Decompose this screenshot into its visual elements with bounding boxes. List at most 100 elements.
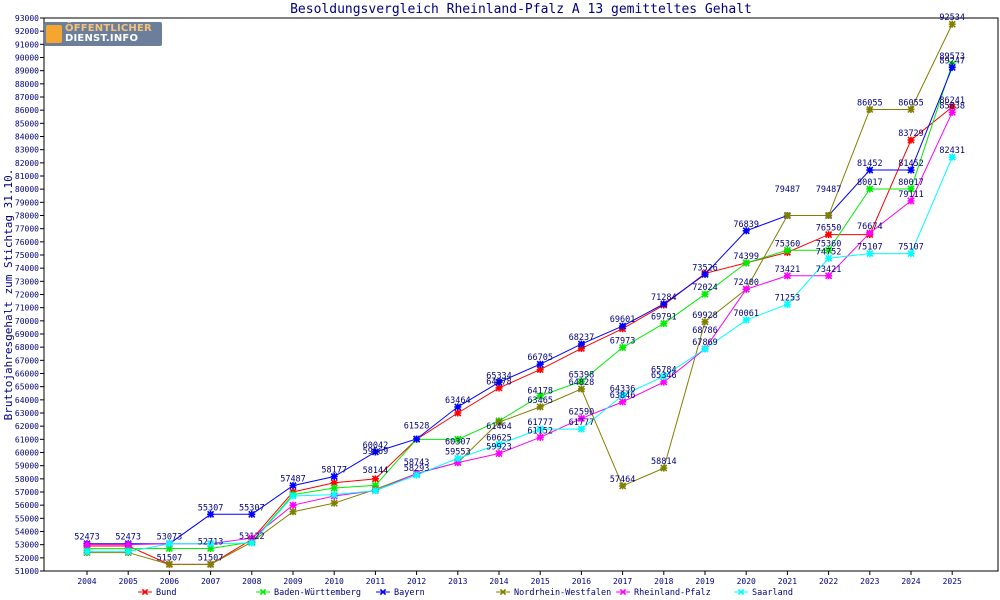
data-point-2	[701, 290, 709, 298]
data-label: 80017	[857, 178, 883, 188]
data-point-1	[907, 136, 915, 144]
x-tick-label: 2016	[572, 577, 591, 586]
data-label: 58814	[651, 457, 677, 467]
data-point-1	[495, 384, 503, 392]
data-point-5	[536, 433, 544, 441]
site-logo: ÖFFENTLICHER DIENST.INFO	[44, 22, 162, 46]
data-label: 64336	[610, 384, 636, 394]
data-point-5	[619, 398, 627, 406]
data-point-6	[701, 345, 709, 353]
y-tick-label: 54000	[15, 528, 39, 537]
data-point-2	[330, 484, 338, 492]
data-point-6	[124, 548, 132, 556]
data-label: 67869	[692, 338, 718, 348]
y-tick-label: 65000	[15, 383, 39, 392]
x-tick-label: 2009	[283, 577, 302, 586]
data-point-3	[577, 340, 585, 348]
legend-marker-icon	[619, 588, 627, 596]
data-point-3	[948, 63, 956, 71]
data-label: 61777	[569, 418, 595, 428]
y-tick-label: 56000	[15, 501, 39, 510]
data-point-5	[660, 378, 668, 386]
series-line-5	[87, 112, 953, 546]
data-point-6	[948, 153, 956, 161]
data-point-5	[742, 285, 750, 293]
legend-entry: Saarland	[752, 588, 793, 598]
data-label: 69601	[610, 315, 636, 325]
data-point-2	[660, 320, 668, 328]
data-label: 65346	[651, 371, 677, 381]
x-tick-label: 2012	[407, 577, 426, 586]
data-point-3	[907, 166, 915, 174]
data-point-2	[866, 185, 874, 193]
data-label: 81452	[857, 159, 883, 169]
data-label: 55307	[198, 503, 224, 513]
y-axis-label: Bruttojahresgehalt zum Stichtag 31.10.	[2, 169, 15, 421]
x-tick-label: 2004	[77, 577, 96, 586]
legend-entry: Bund	[156, 588, 176, 598]
x-tick-label: 2014	[489, 577, 508, 586]
logo-text-line2: DIENST.INFO	[65, 33, 139, 44]
data-point-4	[948, 20, 956, 28]
data-point-6	[577, 425, 585, 433]
data-label: 70061	[733, 309, 759, 319]
data-label: 59553	[445, 447, 471, 457]
data-point-1	[948, 103, 956, 111]
y-tick-label: 81000	[15, 172, 39, 181]
data-point-3	[866, 166, 874, 174]
series-line-3	[87, 67, 953, 545]
data-label: 81452	[898, 159, 924, 169]
data-label: 75107	[898, 243, 924, 253]
x-tick-label: 2020	[737, 577, 756, 586]
data-label: 53073	[157, 533, 183, 543]
x-tick-label: 2006	[160, 577, 179, 586]
data-label: 86241	[939, 96, 965, 106]
series-line-1	[87, 106, 953, 565]
data-point-5	[866, 229, 874, 237]
data-label: 61152	[527, 426, 553, 436]
data-label: 76550	[816, 224, 842, 234]
data-point-6	[825, 254, 833, 262]
data-label: 85838	[939, 101, 965, 111]
y-tick-label: 77000	[15, 225, 39, 234]
y-tick-label: 69000	[15, 330, 39, 339]
data-point-3	[289, 482, 297, 490]
data-label: 76674	[857, 222, 883, 232]
y-tick-label: 88000	[15, 80, 39, 89]
data-label: 53122	[239, 532, 265, 542]
data-label: 79487	[816, 185, 842, 195]
y-tick-label: 72000	[15, 291, 39, 300]
y-tick-label: 90000	[15, 54, 39, 63]
data-label: 92534	[939, 13, 965, 23]
data-label: 75360	[816, 239, 842, 249]
data-point-6	[907, 250, 915, 258]
data-label: 66705	[527, 353, 553, 363]
y-tick-label: 58000	[15, 475, 39, 484]
data-label: 57464	[610, 475, 636, 485]
data-point-3	[619, 322, 627, 330]
x-tick-label: 2005	[119, 577, 138, 586]
data-point-3	[371, 448, 379, 456]
data-point-6	[660, 372, 668, 380]
data-label: 61464	[486, 422, 512, 432]
data-label: 58144	[363, 466, 389, 476]
data-point-6	[371, 487, 379, 495]
data-point-4	[495, 418, 503, 426]
y-tick-label: 71000	[15, 304, 39, 313]
data-point-5	[83, 541, 91, 549]
data-point-1	[454, 409, 462, 417]
data-label: 65398	[569, 370, 595, 380]
data-point-6	[207, 540, 215, 548]
y-tick-label: 84000	[15, 133, 39, 142]
data-point-4	[577, 385, 585, 393]
y-tick-label: 62000	[15, 422, 39, 431]
data-point-3	[742, 227, 750, 235]
data-point-2	[371, 481, 379, 489]
y-tick-label: 70000	[15, 317, 39, 326]
data-point-2	[536, 392, 544, 400]
data-point-3	[701, 270, 709, 278]
y-tick-label: 57000	[15, 488, 39, 497]
y-tick-label: 79000	[15, 198, 39, 207]
data-label: 74399	[733, 252, 759, 262]
